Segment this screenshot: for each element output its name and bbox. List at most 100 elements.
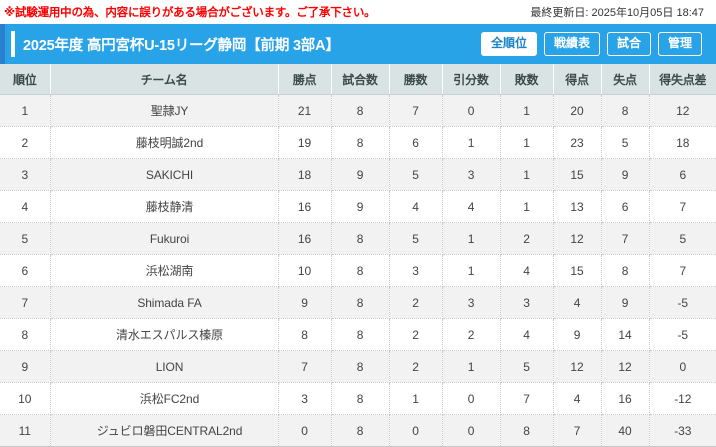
col-header-goals-for[interactable]: 得点 <box>553 64 602 95</box>
cell-goals-for: 20 <box>553 94 602 127</box>
cell-losses: 1 <box>500 94 554 127</box>
cell-losses: 1 <box>500 190 554 223</box>
table-row[interactable]: 10 浜松FC2nd 3 8 1 0 7 4 16 -12 <box>0 382 716 415</box>
col-header-goal-diff[interactable]: 得失点差 <box>649 64 716 95</box>
col-header-draws[interactable]: 引分数 <box>442 64 501 95</box>
cell-losses: 3 <box>500 286 554 319</box>
cell-wins: 4 <box>389 190 443 223</box>
cell-draws: 1 <box>442 126 501 159</box>
cell-goal-diff: 18 <box>649 126 716 159</box>
last-updated-text: 最終更新日: 2025年10月05日 18:47 <box>530 7 704 19</box>
cell-draws: 0 <box>442 94 501 127</box>
cell-team: 浜松湖南 <box>50 254 279 287</box>
cell-losses: 4 <box>500 254 554 287</box>
col-header-losses[interactable]: 敗数 <box>500 64 554 95</box>
cell-team: LION <box>50 350 279 383</box>
banner-accent-bar <box>11 31 15 57</box>
cell-wins: 2 <box>389 350 443 383</box>
cell-wins: 2 <box>389 318 443 351</box>
cell-wins: 2 <box>389 286 443 319</box>
table-row[interactable]: 4 藤枝静清 16 9 4 4 1 13 6 7 <box>0 190 716 223</box>
table-row[interactable]: 9 LION 7 8 2 1 5 12 12 0 <box>0 350 716 383</box>
cell-goals-against: 12 <box>601 350 650 383</box>
cell-points: 0 <box>278 414 332 447</box>
cell-rank: 6 <box>0 254 51 287</box>
cell-wins: 3 <box>389 254 443 287</box>
cell-wins: 5 <box>389 158 443 191</box>
cell-rank: 10 <box>0 382 51 415</box>
table-row[interactable]: 8 清水エスパルス榛原 8 8 2 2 4 9 14 -5 <box>0 318 716 351</box>
standings-table-wrapper: 順位 チーム名 勝点 試合数 勝数 引分数 敗数 得点 失点 得失点差 1 聖隷J… <box>0 64 716 447</box>
cell-games: 8 <box>331 254 390 287</box>
cell-rank: 8 <box>0 318 51 351</box>
cell-games: 9 <box>331 158 390 191</box>
table-row[interactable]: 2 藤枝明誠2nd 19 8 6 1 1 23 5 18 <box>0 126 716 159</box>
cell-goal-diff: 7 <box>649 254 716 287</box>
table-row[interactable]: 5 Fukuroi 16 8 5 1 2 12 7 5 <box>0 222 716 255</box>
cell-rank: 2 <box>0 126 51 159</box>
cell-games: 8 <box>331 126 390 159</box>
cell-goals-against: 6 <box>601 190 650 223</box>
col-header-points[interactable]: 勝点 <box>278 64 332 95</box>
cell-wins: 7 <box>389 94 443 127</box>
cell-goals-for: 12 <box>553 350 602 383</box>
cell-goals-for: 9 <box>553 318 602 351</box>
cell-team: SAKICHI <box>50 158 279 191</box>
table-row[interactable]: 1 聖隷JY 21 8 7 0 1 20 8 12 <box>0 94 716 127</box>
standings-table: 順位 チーム名 勝点 試合数 勝数 引分数 敗数 得点 失点 得失点差 1 聖隷J… <box>0 64 716 447</box>
col-header-wins[interactable]: 勝数 <box>389 64 443 95</box>
cell-points: 8 <box>278 318 332 351</box>
table-row[interactable]: 7 Shimada FA 9 8 2 3 3 4 9 -5 <box>0 286 716 319</box>
cell-draws: 1 <box>442 254 501 287</box>
tab-results-table[interactable]: 戦績表 <box>543 31 600 57</box>
cell-team: 清水エスパルス榛原 <box>50 318 279 351</box>
cell-team: ジュビロ磐田CENTRAL2nd <box>50 414 279 447</box>
cell-points: 19 <box>278 126 332 159</box>
tab-matches[interactable]: 試合 <box>606 31 651 57</box>
cell-points: 16 <box>278 222 332 255</box>
cell-goal-diff: 0 <box>649 350 716 383</box>
cell-draws: 1 <box>442 222 501 255</box>
cell-draws: 0 <box>442 382 501 415</box>
cell-games: 8 <box>331 94 390 127</box>
tab-all-standings[interactable]: 全順位 <box>480 31 537 57</box>
cell-rank: 5 <box>0 222 51 255</box>
cell-goal-diff: 6 <box>649 158 716 191</box>
cell-team: 藤枝明誠2nd <box>50 126 279 159</box>
cell-team: Fukuroi <box>50 222 279 255</box>
cell-losses: 7 <box>500 382 554 415</box>
cell-games: 8 <box>331 222 390 255</box>
cell-points: 3 <box>278 382 332 415</box>
cell-goal-diff: -33 <box>649 414 716 447</box>
cell-team: 浜松FC2nd <box>50 382 279 415</box>
cell-games: 8 <box>331 286 390 319</box>
cell-rank: 1 <box>0 94 51 127</box>
cell-points: 10 <box>278 254 332 287</box>
cell-games: 8 <box>331 414 390 447</box>
cell-wins: 6 <box>389 126 443 159</box>
col-header-rank[interactable]: 順位 <box>0 64 51 95</box>
tab-admin[interactable]: 管理 <box>657 31 702 57</box>
cell-goals-against: 9 <box>601 286 650 319</box>
notice-bar: ※試験運用中の為、内容に誤りがある場合がございます。ご了承下さい。 最終更新日:… <box>0 0 716 24</box>
cell-goal-diff: -5 <box>649 286 716 319</box>
cell-losses: 8 <box>500 414 554 447</box>
col-header-team[interactable]: チーム名 <box>50 64 279 95</box>
cell-goals-for: 4 <box>553 286 602 319</box>
cell-points: 18 <box>278 158 332 191</box>
cell-losses: 4 <box>500 318 554 351</box>
table-row[interactable]: 3 SAKICHI 18 9 5 3 1 15 9 6 <box>0 158 716 191</box>
cell-team: Shimada FA <box>50 286 279 319</box>
cell-rank: 4 <box>0 190 51 223</box>
page-banner: 2025年度 高円宮杯U-15リーグ静岡【前期 3部A】 全順位 戦績表 試合 … <box>0 24 716 64</box>
cell-games: 8 <box>331 382 390 415</box>
cell-games: 8 <box>331 350 390 383</box>
standings-table-body: 1 聖隷JY 21 8 7 0 1 20 8 12 2 藤枝明誠2nd 19 8 6 1 1 23 5 18 3 SAKI… <box>0 94 716 447</box>
table-row[interactable]: 11 ジュビロ磐田CENTRAL2nd 0 8 0 0 8 7 40 -33 <box>0 414 716 447</box>
cell-wins: 1 <box>389 382 443 415</box>
col-header-goals-against[interactable]: 失点 <box>601 64 650 95</box>
table-row[interactable]: 6 浜松湖南 10 8 3 1 4 15 8 7 <box>0 254 716 287</box>
cell-team: 聖隷JY <box>50 94 279 127</box>
cell-games: 8 <box>331 318 390 351</box>
col-header-games[interactable]: 試合数 <box>331 64 390 95</box>
